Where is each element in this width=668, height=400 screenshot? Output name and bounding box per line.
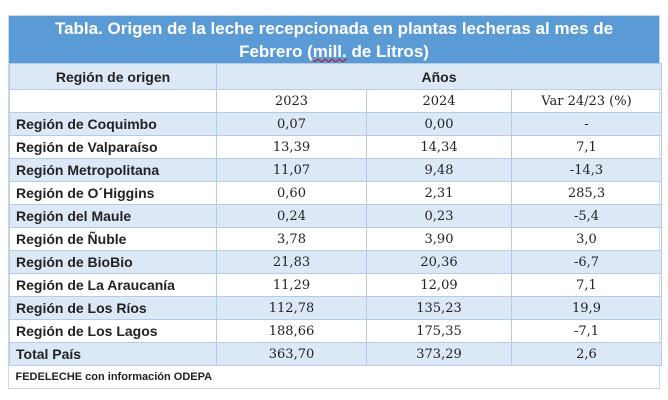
value-2023: 0,60 (216, 181, 367, 205)
table-row: Región de O´Higgins 0,60 2,31 285,3 (9, 181, 662, 205)
value-2024: 0,00 (366, 112, 512, 136)
value-2023: 21,83 (216, 250, 367, 274)
header-years: Años (216, 63, 662, 90)
header-region: Región de origen (9, 63, 217, 90)
table-row: Región de Ñuble 3,78 3,90 3,0 (9, 227, 662, 251)
value-var: - (511, 112, 662, 136)
region-cell: Región de BioBio (9, 250, 217, 274)
region-cell: Región del Maule (9, 204, 217, 228)
value-2023: 112,78 (216, 296, 367, 320)
header-region-blank (9, 89, 217, 113)
data-table: Región de origen Años 2023 2024 Var 24/2… (9, 63, 662, 388)
value-2024: 20,36 (366, 250, 512, 274)
value-2023: 11,29 (216, 273, 367, 297)
value-2024: 14,34 (366, 135, 512, 159)
value-var: -14,3 (511, 158, 662, 182)
value-2024: 9,48 (366, 158, 512, 182)
table-row: Región de Coquimbo 0,07 0,00- (9, 112, 662, 136)
value-2023: 188,66 (216, 319, 367, 343)
value-var: -6,7 (511, 250, 662, 274)
milk-origin-table: Tabla. Origen de la leche recepcionada e… (8, 15, 662, 389)
table-row: Región del Maule 0,24 0,23 -5,4 (9, 204, 662, 228)
title-text: de Litros) (346, 42, 429, 61)
region-cell: Total País (9, 342, 217, 366)
value-var: -5,4 (511, 204, 662, 228)
header-2023: 2023 (216, 89, 367, 113)
header-2024: 2024 (366, 89, 512, 113)
region-cell: Región de O´Higgins (9, 181, 217, 205)
value-var: 3,0 (511, 227, 662, 251)
table-row: Región de Los Lagos 188,66 175,35 -7,1 (9, 319, 662, 343)
table-row: Total País 363,70 373,29 2,6 (9, 342, 662, 366)
value-var: -7,1 (511, 319, 662, 343)
value-2023: 3,78 (216, 227, 367, 251)
value-var: 19,9 (511, 296, 662, 320)
header-var: Var 24/23 (%) (511, 89, 662, 113)
value-2024: 2,31 (366, 181, 512, 205)
value-2023: 0,07 (216, 112, 367, 136)
value-2023: 363,70 (216, 342, 367, 366)
value-2024: 373,29 (366, 342, 512, 366)
region-cell: Región de Valparaíso (9, 135, 217, 159)
value-2023: 11,07 (216, 158, 367, 182)
region-cell: Región de Coquimbo (9, 112, 217, 136)
table-row: Región de La Araucanía 11,29 12,09 7,1 (9, 273, 662, 297)
value-var: 7,1 (511, 135, 662, 159)
table-row: Región Metropolitana 11,07 9,48 -14,3 (9, 158, 662, 182)
region-cell: Región de Los Ríos (9, 296, 217, 320)
value-2024: 12,09 (366, 273, 512, 297)
table-row: Región de Los Ríos 112,78 135,23 19,9 (9, 296, 662, 320)
value-2024: 0,23 (366, 204, 512, 228)
table-title: Tabla. Origen de la leche recepcionada e… (9, 16, 659, 63)
value-2023: 13,39 (216, 135, 367, 159)
value-2024: 3,90 (366, 227, 512, 251)
value-var: 285,3 (511, 181, 662, 205)
region-cell: Región de La Araucanía (9, 273, 217, 297)
value-var: 2,6 (511, 342, 662, 366)
value-2024: 135,23 (366, 296, 512, 320)
region-cell: Región de Ñuble (9, 227, 217, 251)
table-row: Región de BioBio 21,83 20,36 -6,7 (9, 250, 662, 274)
source-note: FEDELECHE con información ODEPA (15, 370, 213, 383)
title-line-1: Tabla. Origen de la leche recepcionada e… (54, 19, 614, 38)
region-cell: Región de Los Lagos (9, 319, 217, 343)
table-row: Región de Valparaíso 13,39 14,34 7,1 (9, 135, 662, 159)
value-2024: 175,35 (366, 319, 512, 343)
value-var: 7,1 (511, 273, 662, 297)
title-unit: mill. (312, 42, 347, 61)
title-line-2: Febrero (mill. de Litros) (9, 40, 659, 63)
value-2023: 0,24 (216, 204, 367, 228)
title-text: Febrero ( (239, 42, 313, 61)
region-cell: Región Metropolitana (9, 158, 217, 182)
